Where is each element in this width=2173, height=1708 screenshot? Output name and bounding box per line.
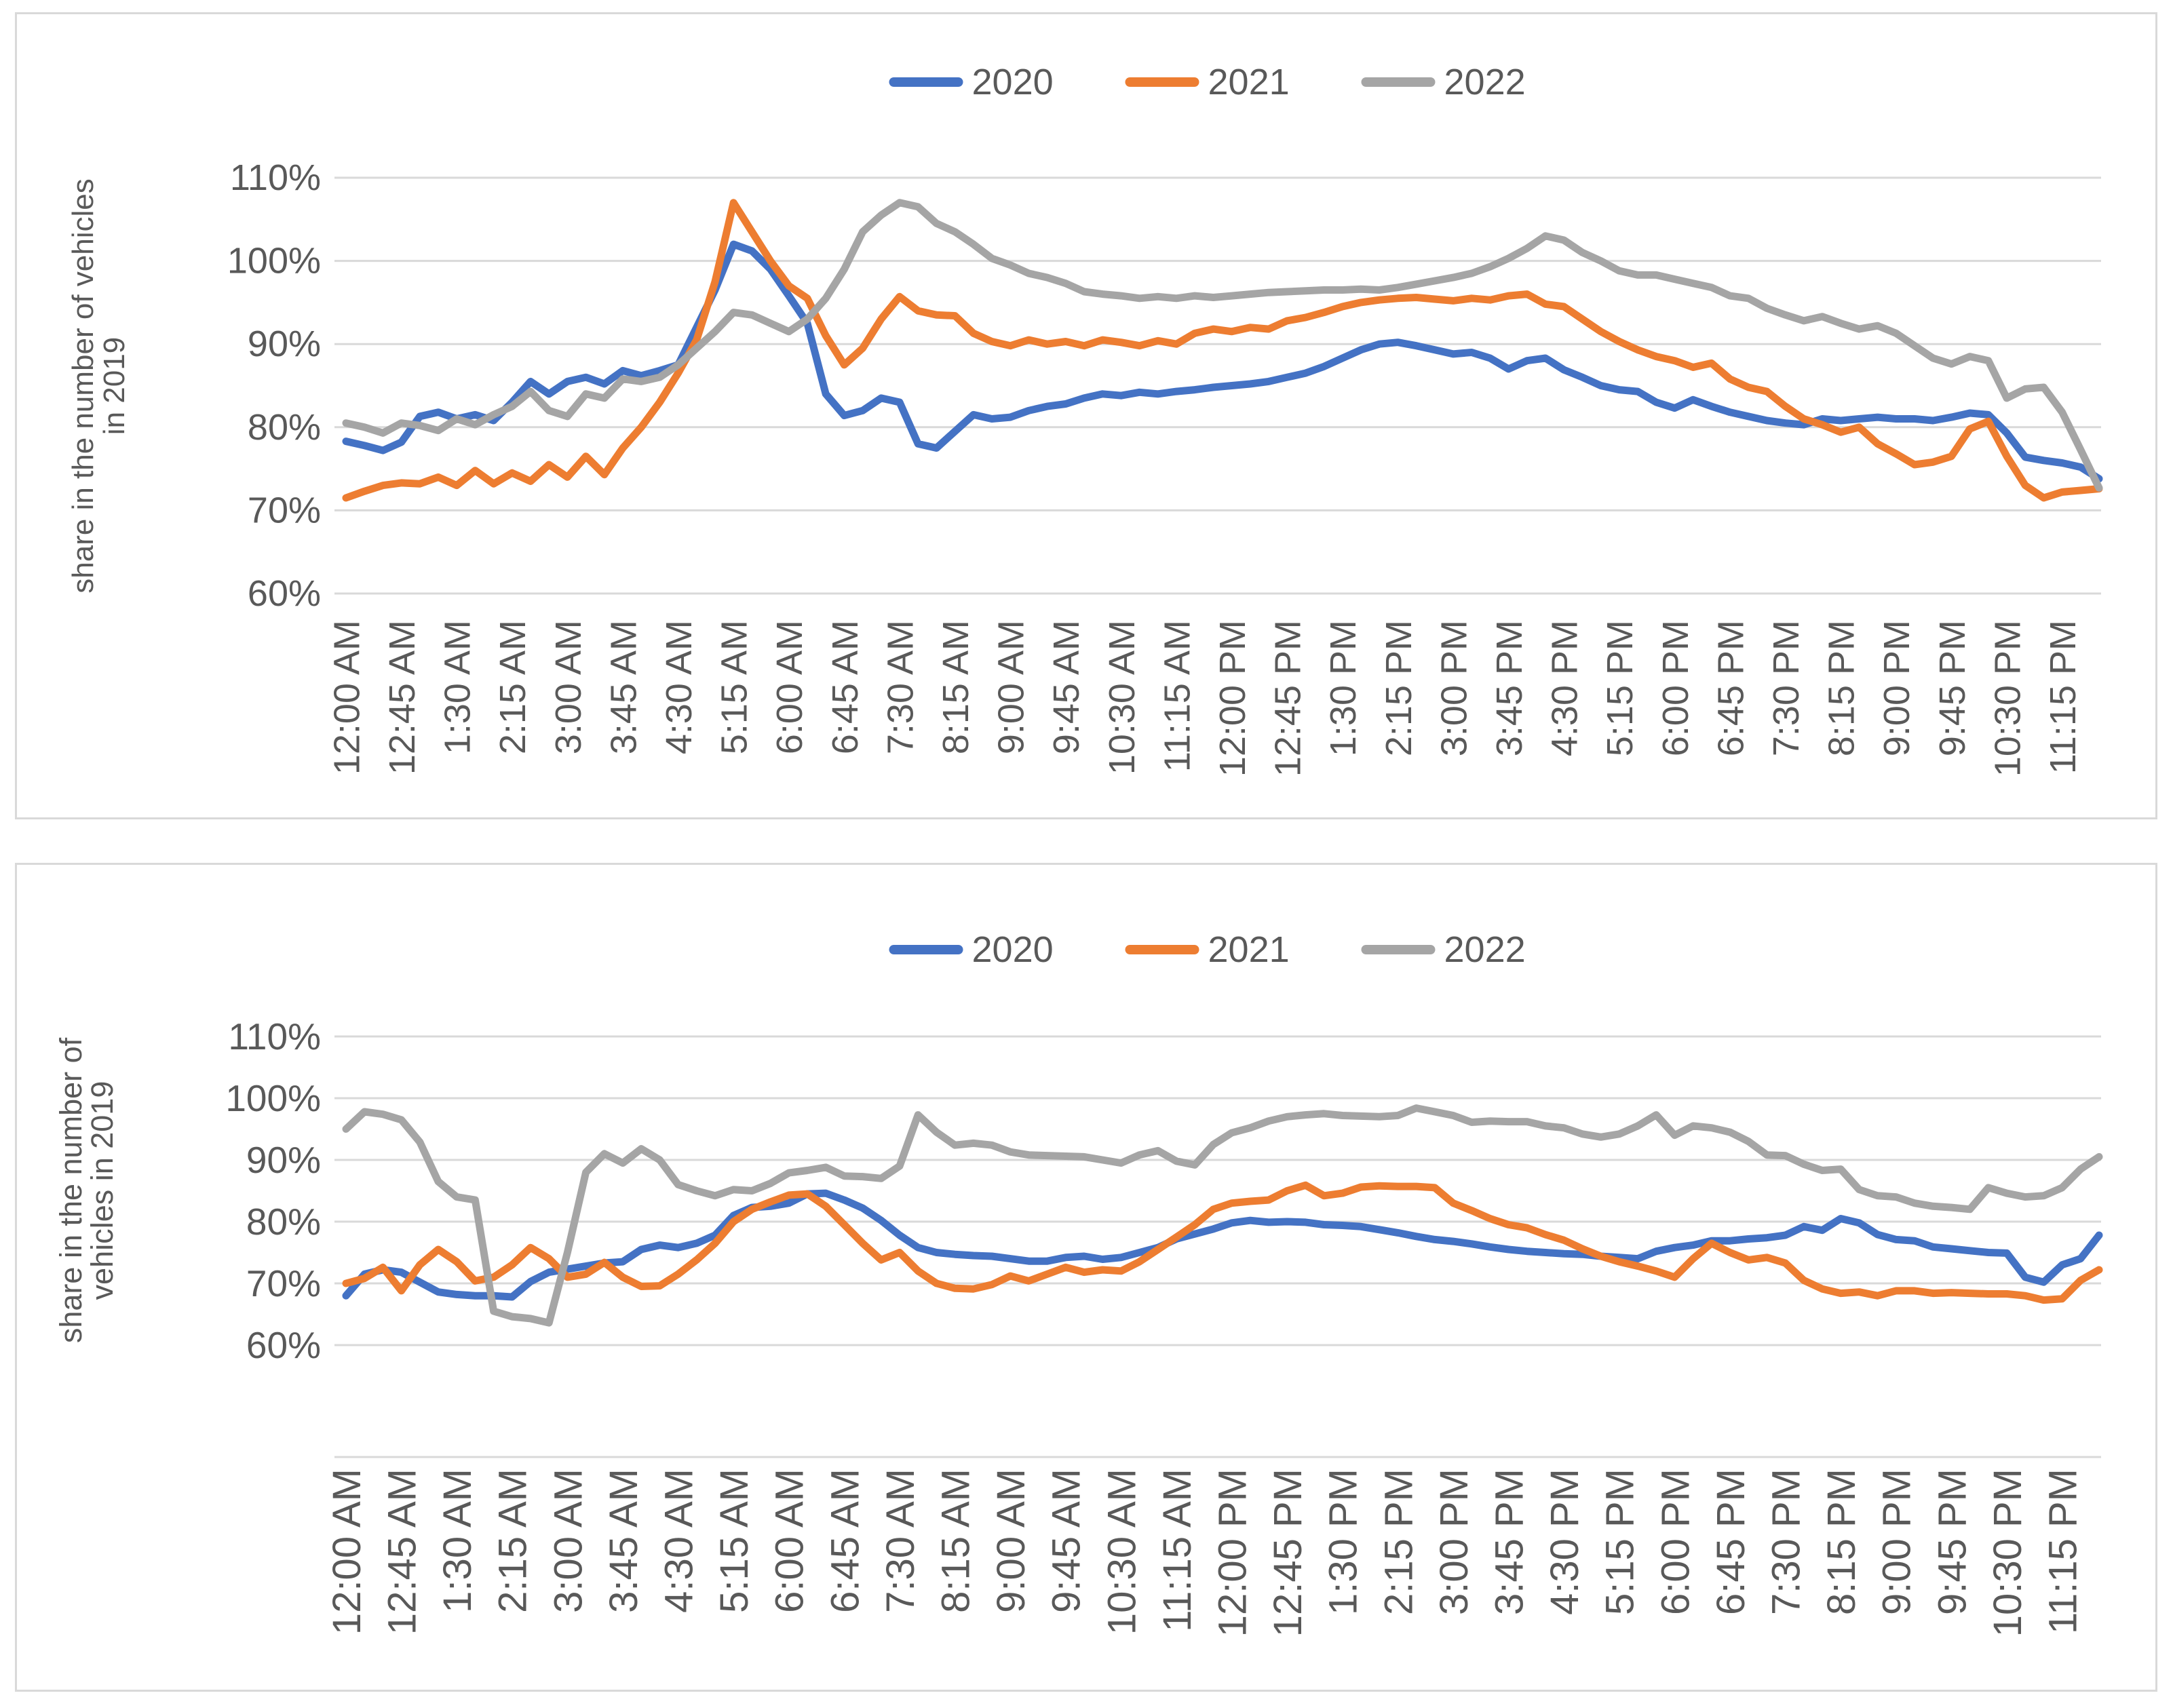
series-2021-line <box>342 199 2103 502</box>
x-tick-label: 10:30 PM <box>1986 1469 2030 1637</box>
x-tick-label: 3:00 AM <box>546 1469 590 1613</box>
x-tick-label: 1:30 AM <box>438 620 478 754</box>
x-tick-label: 10:30 PM <box>1987 620 2028 777</box>
x-tick-label: 7:30 AM <box>879 1469 923 1613</box>
y-tick-label: 110% <box>230 157 321 198</box>
x-tick-label: 10:30 AM <box>1102 620 1142 775</box>
x-tick-label: 9:45 AM <box>1045 1469 1089 1613</box>
x-tick-label: 8:15 PM <box>1820 1469 1864 1615</box>
x-tick-label: 6:45 PM <box>1710 620 1751 756</box>
x-tick-label: 1:30 PM <box>1323 620 1364 756</box>
legend-label-2020: 2020 <box>972 62 1054 102</box>
x-tick-label: 5:15 PM <box>1600 620 1640 756</box>
x-tick-label: 12:45 AM <box>380 1469 424 1635</box>
x-tick-label: 9:00 AM <box>989 1469 1033 1613</box>
x-tick-label: 9:00 AM <box>991 620 1032 754</box>
legend-label-2020: 2020 <box>972 929 1054 970</box>
top-chart-svg: 110% 100% 90% 80% 70% 60% share in the number … <box>66 62 2103 777</box>
x-tick-label: 12:45 PM <box>1266 1469 1310 1637</box>
x-tick-label: 2:15 PM <box>1377 1469 1421 1615</box>
series-2022-line <box>342 1104 2103 1327</box>
legend-label-2022: 2022 <box>1444 62 1526 102</box>
y-tick-label: 70% <box>246 1262 321 1304</box>
x-tick-label: 6:00 AM <box>768 1469 812 1613</box>
x-tick-label: 10:30 AM <box>1100 1469 1144 1635</box>
x-tick-label: 3:45 PM <box>1489 620 1530 756</box>
y-axis-title: vehicles in 2019 <box>85 1081 119 1300</box>
x-tick-label: 3:45 AM <box>602 1469 646 1613</box>
x-tick-label: 12:00 PM <box>1210 1469 1254 1637</box>
x-tick-label: 5:15 PM <box>1598 1469 1642 1615</box>
x-tick-label: 4:30 AM <box>659 620 699 754</box>
x-tick-label: 11:15 AM <box>1155 1469 1199 1632</box>
y-tick-label: 90% <box>246 1139 321 1181</box>
legend-label-2021: 2021 <box>1208 929 1290 970</box>
top-chart: 110% 100% 90% 80% 70% 60% share in the number … <box>17 14 2155 817</box>
y-tick-label: 110% <box>228 1015 321 1057</box>
x-tick-label: 12:45 PM <box>1268 620 1309 777</box>
x-tick-label: 1:30 PM <box>1322 1469 1366 1615</box>
x-tick-label: 9:00 PM <box>1877 620 1917 756</box>
x-tick-label: 8:15 AM <box>936 620 976 754</box>
x-tick-label: 4:30 PM <box>1545 620 1585 756</box>
x-tick-label: 11:15 PM <box>2041 1469 2085 1634</box>
y-tick-label: 60% <box>246 1324 321 1366</box>
x-tick-label: 2:15 AM <box>491 1469 535 1613</box>
y-tick-label: 60% <box>248 573 321 614</box>
x-tick-label: 12:00 AM <box>325 1469 369 1635</box>
legend-label-2021: 2021 <box>1208 62 1290 102</box>
x-tick-label: 2:15 PM <box>1379 620 1419 756</box>
x-tick-label: 5:15 AM <box>714 620 755 754</box>
x-tick-label: 9:45 PM <box>1930 1469 1974 1615</box>
x-tick-label: 9:45 PM <box>1932 620 1973 756</box>
x-tick-label: 3:00 PM <box>1432 1469 1476 1615</box>
x-tick-label: 12:00 PM <box>1212 620 1253 777</box>
x-tick-label: 11:15 PM <box>2043 620 2083 774</box>
bottom-chart-card: 110% 100% 90% 80% 70% 60% share in the number … <box>15 863 2157 1692</box>
series-2022-line <box>342 199 2103 492</box>
x-tick-label: 6:00 AM <box>769 620 810 754</box>
y-tick-label: 70% <box>248 490 321 530</box>
x-tick-label: 3:45 PM <box>1487 1469 1531 1615</box>
x-tick-label: 12:00 AM <box>326 620 367 775</box>
x-tick-label: 7:30 AM <box>880 620 921 754</box>
y-axis-title: in 2019 <box>98 337 131 435</box>
x-tick-label: 7:30 PM <box>1766 620 1807 756</box>
x-tick-label: 8:15 AM <box>934 1469 978 1613</box>
x-tick-label: 3:45 AM <box>603 620 644 754</box>
top-chart-card: 110% 100% 90% 80% 70% 60% share in the number … <box>15 12 2157 819</box>
x-tick-label: 6:00 PM <box>1653 1469 1697 1615</box>
x-tick-label: 6:45 AM <box>823 1469 867 1613</box>
series-2021-line <box>342 1181 2103 1304</box>
x-tick-label: 12:45 AM <box>382 620 423 775</box>
x-tick-label: 11:15 AM <box>1157 620 1197 772</box>
y-tick-label: 80% <box>248 407 321 448</box>
x-tick-label: 4:30 AM <box>657 1469 701 1613</box>
x-tick-label: 9:45 AM <box>1046 620 1087 754</box>
x-tick-label: 5:15 AM <box>712 1469 756 1613</box>
x-tick-label: 2:15 AM <box>493 620 533 754</box>
legend-label-2022: 2022 <box>1444 929 1526 970</box>
y-axis-title: share in the number of vehicles <box>66 178 100 593</box>
y-tick-label: 90% <box>248 324 321 364</box>
series-2020-line <box>342 240 2103 483</box>
y-tick-label: 100% <box>225 1077 321 1119</box>
y-tick-label: 80% <box>246 1201 321 1243</box>
x-tick-label: 9:00 PM <box>1875 1469 1919 1615</box>
x-tick-label: 4:30 PM <box>1543 1469 1587 1615</box>
y-axis-title: share in the number of <box>54 1037 88 1343</box>
x-tick-label: 3:00 AM <box>548 620 589 754</box>
x-tick-label: 6:00 PM <box>1655 620 1696 756</box>
x-tick-label: 8:15 PM <box>1822 620 1862 756</box>
bottom-chart: 110% 100% 90% 80% 70% 60% share in the number … <box>17 865 2155 1690</box>
x-tick-label: 6:45 PM <box>1709 1469 1753 1615</box>
x-tick-label: 7:30 PM <box>1764 1469 1808 1615</box>
x-tick-label: 1:30 AM <box>436 1469 480 1613</box>
bottom-chart-svg: 110% 100% 90% 80% 70% 60% share in the number … <box>54 929 2103 1637</box>
y-tick-label: 100% <box>227 241 321 282</box>
x-tick-label: 6:45 AM <box>825 620 866 754</box>
x-tick-label: 3:00 PM <box>1434 620 1474 756</box>
series-2020-line <box>342 1189 2103 1301</box>
